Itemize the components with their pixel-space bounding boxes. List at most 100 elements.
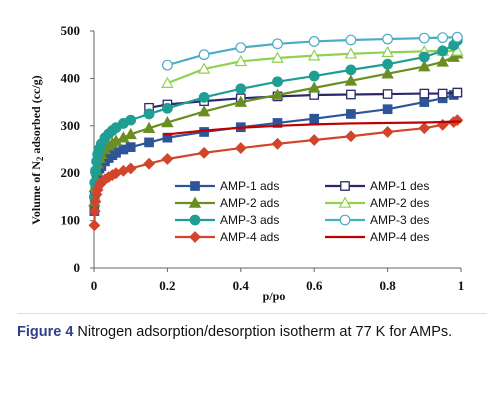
legend-item: AMP-3 des (325, 213, 429, 227)
legend-label: AMP-3 des (370, 213, 429, 227)
legend-label: AMP-2 des (370, 196, 429, 210)
data-point (272, 76, 283, 88)
data-point (271, 51, 284, 63)
data-point (418, 122, 431, 135)
data-point (381, 126, 394, 138)
data-point (346, 109, 356, 119)
legend-marker (190, 181, 200, 191)
legend-item: AMP-2 des (325, 196, 429, 210)
data-point (88, 219, 101, 232)
data-point (437, 32, 449, 44)
y-axis-ticks: 0 100 200 300 400 500 (61, 23, 94, 275)
caption-divider (17, 313, 487, 314)
data-point (197, 105, 211, 117)
legend-marker (189, 231, 201, 243)
data-point (125, 142, 136, 152)
data-point (143, 157, 155, 170)
y-tick-label: 200 (61, 165, 81, 180)
data-point (345, 64, 357, 76)
data-point (437, 45, 449, 57)
data-point (198, 146, 211, 159)
data-point (125, 114, 137, 126)
data-point (308, 134, 321, 146)
y-tick-label: 500 (61, 23, 81, 38)
data-point (308, 70, 320, 82)
legend-item: AMP-4 des (325, 230, 429, 244)
data-point (451, 31, 463, 43)
data-point (344, 74, 358, 86)
legend-label: AMP-4 ads (220, 230, 279, 244)
data-point (418, 60, 431, 72)
series-amp-4-des (163, 120, 462, 136)
legend-label: AMP-3 ads (220, 213, 279, 227)
data-point (198, 49, 210, 61)
series-line (167, 49, 458, 85)
figure-caption: Figure 4 Nitrogen adsorption/desorption … (17, 322, 487, 343)
data-point (142, 121, 156, 133)
data-point (271, 137, 284, 150)
data-point (88, 205, 101, 218)
data-point (198, 91, 210, 103)
data-point (235, 42, 247, 53)
data-point (346, 89, 356, 100)
x-tick-label: 0.4 (233, 278, 250, 293)
series-line (167, 36, 458, 67)
data-point (382, 58, 394, 70)
legend-marker (340, 181, 350, 191)
series-amp-3-des (161, 31, 463, 71)
legend-label: AMP-1 ads (220, 179, 279, 193)
x-tick-label: 0.2 (159, 278, 175, 293)
data-point (382, 33, 394, 45)
data-point (161, 76, 174, 88)
y-tick-label: 0 (74, 260, 81, 275)
data-point (419, 88, 430, 99)
legend-label: AMP-1 des (370, 179, 429, 193)
data-point (143, 108, 155, 120)
legend-item: AMP-3 ads (175, 213, 279, 227)
legend-marker (338, 196, 352, 208)
data-point (89, 195, 102, 208)
legend: AMP-1 ads AMP-1 des AMP-2 ads AMP-2 des AMP-… (175, 179, 429, 244)
data-point (234, 95, 248, 107)
legend-item: AMP-1 ads (175, 179, 279, 193)
series-amp-3-ads (88, 35, 463, 203)
x-axis-ticks: 0 0.2 0.4 0.6 0.8 1 (91, 268, 465, 293)
data-point (161, 59, 173, 71)
figure-label: Figure 4 (17, 324, 74, 340)
data-point (161, 102, 173, 114)
x-tick-label: 0.6 (306, 278, 323, 293)
data-point (161, 153, 174, 165)
isotherm-chart: 0 100 200 300 400 500 0 0.2 0.4 0.6 0.8 1 AMP-1 ad… (29, 23, 465, 303)
data-point (272, 38, 283, 50)
x-tick-label: 1 (458, 278, 465, 293)
y-tick-label: 300 (61, 118, 81, 133)
data-point (418, 51, 430, 63)
series-line (167, 120, 458, 136)
data-point (90, 165, 101, 177)
legend-marker (339, 214, 351, 226)
legend-item: AMP-4 ads (175, 230, 279, 244)
legend-item: AMP-2 ads (175, 196, 279, 210)
legend-label: AMP-2 ads (220, 196, 279, 210)
data-point (382, 89, 393, 99)
data-point (308, 36, 320, 47)
data-point (271, 88, 284, 100)
data-point (197, 62, 211, 74)
legend-marker (189, 214, 201, 226)
y-tick-label: 400 (61, 70, 81, 85)
data-point (452, 87, 463, 98)
data-point (344, 130, 357, 143)
data-point (381, 45, 394, 58)
data-point (234, 54, 248, 67)
data-point (124, 127, 137, 140)
data-point (307, 81, 321, 93)
data-point (124, 162, 137, 175)
data-point (144, 137, 154, 148)
series-layer (88, 31, 464, 232)
y-tick-label: 100 (61, 213, 81, 228)
data-point (235, 83, 247, 95)
series-amp-4-ads (88, 114, 464, 232)
data-point (418, 32, 430, 44)
data-point (437, 88, 448, 99)
data-point (382, 104, 393, 115)
